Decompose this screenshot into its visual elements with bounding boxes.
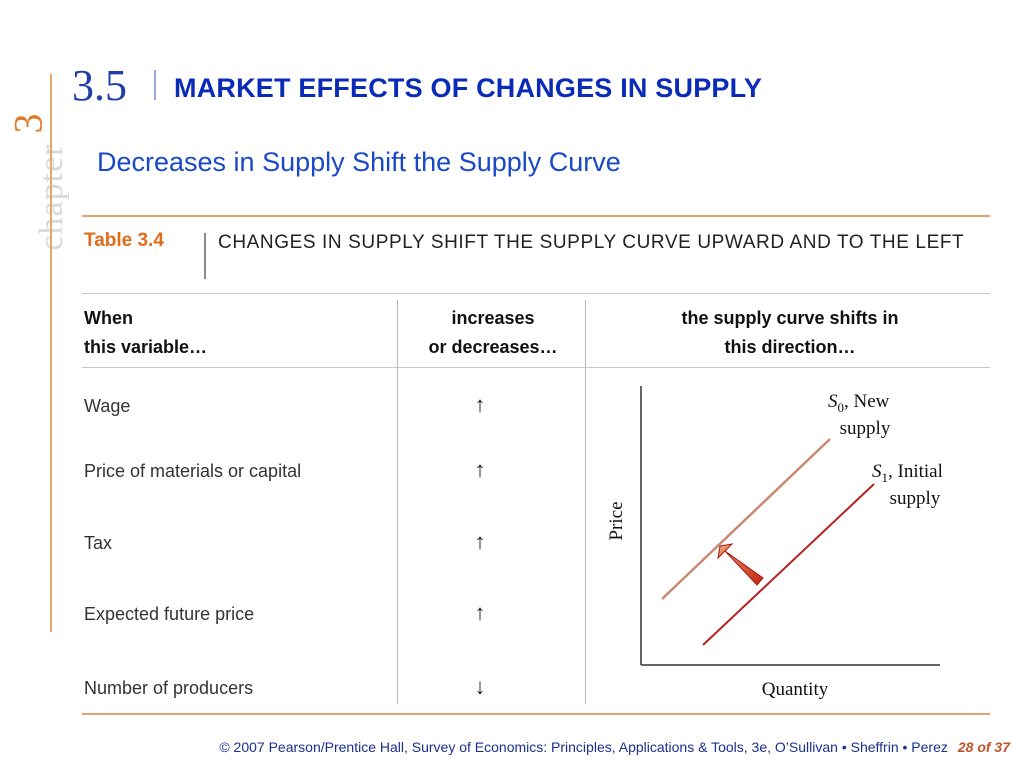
chapter-word: chapter [33,127,71,267]
x-axis-label: Quantity [762,679,829,700]
row-arrow-expected-price: ↑ [474,600,486,625]
slide-subtitle: Decreases in Supply Shift the Supply Cur… [97,147,621,177]
column-header-variable-line1: When [84,308,133,328]
initial-supply-curve [702,483,875,646]
row-arrow-materials: ↑ [474,457,486,482]
row-arrow-wage: ↑ [474,392,486,417]
initial-supply-label-line1: S1, Initial [872,461,943,485]
column-divider-2 [585,300,586,704]
table-bottom-rule [82,713,990,715]
new-supply-label-line1: S0, New [828,391,890,415]
initial-supply-label-line2: supply [890,488,941,509]
new-supply-label-line2: supply [840,418,891,439]
supply-shift-arrow [717,543,764,586]
column-header-change-line1: increases [451,308,535,328]
table-header-rule [82,293,990,294]
column-header-direction-line1: the supply curve shifts in [681,308,899,328]
new-supply-curve [661,438,831,600]
supply-shift-graph: Price Quantity S0, New supply S1, Initia… [606,386,943,700]
row-label-producers: Number of producers [84,678,254,698]
footer: © 2007 Pearson/Prentice Hall, Survey of … [0,739,1010,755]
page-number: 28 of 37 [957,739,1010,755]
column-header-variable-line2: this variable… [84,337,208,357]
table-title: CHANGES IN SUPPLY SHIFT THE SUPPLY CURVE… [218,232,965,253]
column-header-variable: When this variable… [84,304,207,362]
row-label-tax: Tax [84,533,113,553]
table-title-bar [204,233,206,279]
side-rule [50,74,52,632]
y-axis-label: Price [606,501,627,540]
section-title: MARKET EFFECTS OF CHANGES IN SUPPLY [174,73,763,103]
column-header-direction: the supply curve shifts in this directio… [590,304,990,362]
column-divider-1 [397,300,398,704]
chapter-number: 3 [5,113,51,134]
row-arrow-producers: ↓ [474,674,486,699]
section-number: 3.5 [72,61,127,110]
column-header-rule [82,367,990,368]
table-label: Table 3.4 [84,230,164,251]
row-label-wage: Wage [84,396,131,416]
row-label-expected-price: Expected future price [84,604,255,624]
row-arrow-tax: ↑ [474,529,486,554]
row-label-materials: Price of materials or capital [84,461,302,481]
column-header-change: increases or decreases… [400,304,586,362]
footer-credit: © 2007 Pearson/Prentice Hall, Survey of … [219,739,948,755]
table-top-rule [82,215,990,217]
column-header-change-line2: or decreases… [428,337,558,357]
section-separator [154,70,156,100]
column-header-direction-line2: this direction… [724,337,856,357]
